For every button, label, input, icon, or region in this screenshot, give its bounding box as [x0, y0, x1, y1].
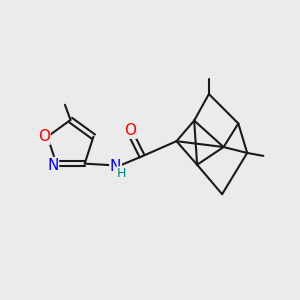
Text: O: O — [38, 129, 50, 144]
Text: N: N — [110, 159, 121, 174]
Text: H: H — [117, 167, 126, 180]
Text: O: O — [124, 123, 136, 138]
Text: N: N — [47, 158, 58, 172]
